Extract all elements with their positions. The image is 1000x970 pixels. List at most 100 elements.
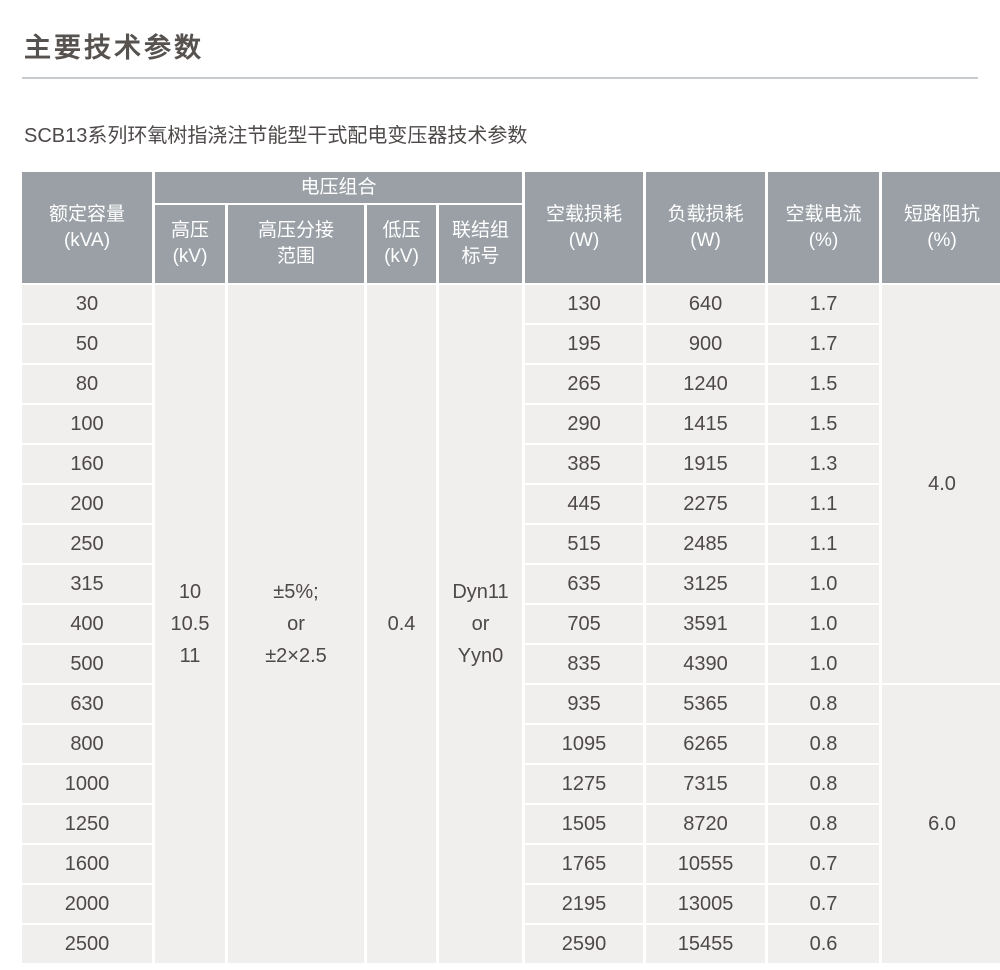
rated-capacity-cell: 315	[22, 565, 152, 603]
rated-capacity-cell: 630	[22, 685, 152, 723]
header-voltage-combination: 电压组合	[155, 172, 523, 203]
rated-capacity-cell: 100	[22, 405, 152, 443]
no-load-current-cell: 0.8	[768, 805, 880, 843]
load-loss-cell: 6265	[646, 725, 766, 763]
rated-capacity-cell: 1000	[22, 765, 152, 803]
load-loss-cell: 3591	[646, 605, 766, 643]
table-row: 30 10 10.5 11 ±5%; or ±2×2.5 0.4 Dyn11 or Yy…	[22, 285, 1000, 963]
load-loss-cell: 1240	[646, 365, 766, 403]
load-loss-cell: 2485	[646, 525, 766, 563]
title-divider	[22, 77, 978, 79]
header-row-group: 额定容量 (kVA) 电压组合 空载损耗 (W) 负载损耗 (W) 空载电流 (…	[22, 172, 1000, 283]
table-row: 1600 1765 10555 0.7	[22, 845, 1000, 883]
header-short-circuit-impedance: 短路阻抗 (%)	[882, 172, 1000, 283]
header-no-load-current: 空载电流 (%)	[768, 172, 880, 283]
header-row-sub: 高压 (kV) 高压分接 范围 低压 (kV) 联结组 标号	[22, 205, 1000, 283]
load-loss-cell: 1915	[646, 445, 766, 483]
load-loss-cell: 8720	[646, 805, 766, 843]
impedance-cell: 4.0	[882, 285, 1000, 683]
table-row: 50 195 900 1.7	[22, 325, 1000, 363]
table-row: 315 635 3125 1.0	[22, 565, 1000, 603]
header-low-voltage: 低压 (kV)	[367, 205, 436, 283]
no-load-loss-cell: 1275	[525, 765, 644, 803]
no-load-loss-cell: 515	[525, 525, 644, 563]
no-load-current-cell: 0.8	[768, 685, 880, 723]
no-load-current-cell: 1.1	[768, 485, 880, 523]
header-no-load-loss: 空载损耗 (W)	[525, 172, 644, 283]
no-load-current-cell: 0.8	[768, 725, 880, 763]
no-load-loss-cell: 290	[525, 405, 644, 443]
no-load-loss-cell: 935	[525, 685, 644, 723]
no-load-current-cell: 0.7	[768, 845, 880, 883]
load-loss-cell: 4390	[646, 645, 766, 683]
rated-capacity-cell: 160	[22, 445, 152, 483]
load-loss-cell: 13005	[646, 885, 766, 923]
table-row: 2000 2195 13005 0.7	[22, 885, 1000, 923]
header-hv-tap-range: 高压分接 范围	[228, 205, 364, 283]
table-row: 200 445 2275 1.1	[22, 485, 1000, 523]
table-body: 30 10 10.5 11 ±5%; or ±2×2.5 0.4 Dyn11 or Yy…	[22, 285, 1000, 963]
table-header: 额定容量 (kVA) 电压组合 空载损耗 (W) 负载损耗 (W) 空载电流 (…	[22, 172, 1000, 283]
no-load-loss-cell: 1505	[525, 805, 644, 843]
no-load-loss-cell: 1765	[525, 845, 644, 883]
table-caption: SCB13系列环氧树指浇注节能型干式配电变压器技术参数	[24, 125, 528, 147]
table-row: 100 290 1415 1.5	[22, 405, 1000, 443]
no-load-loss-cell: 265	[525, 365, 644, 403]
impedance-cell: 6.0	[882, 685, 1000, 963]
table-row: 800 1095 6265 0.8	[22, 725, 1000, 763]
rated-capacity-cell: 400	[22, 605, 152, 643]
no-load-current-cell: 1.5	[768, 365, 880, 403]
load-loss-cell: 640	[646, 285, 766, 323]
table-row: 80 265 1240 1.5	[22, 365, 1000, 403]
no-load-current-cell: 0.7	[768, 885, 880, 923]
load-loss-cell: 2275	[646, 485, 766, 523]
page-title: 主要技术参数	[24, 33, 204, 63]
load-loss-cell: 15455	[646, 925, 766, 963]
no-load-current-cell: 1.0	[768, 605, 880, 643]
rated-capacity-cell: 80	[22, 365, 152, 403]
no-load-current-cell: 1.0	[768, 645, 880, 683]
no-load-loss-cell: 445	[525, 485, 644, 523]
table-row: 250 515 2485 1.1	[22, 525, 1000, 563]
vector-group-cell: Dyn11 or Yyn0	[439, 285, 523, 963]
transformer-parameters-table: 额定容量 (kVA) 电压组合 空载损耗 (W) 负载损耗 (W) 空载电流 (…	[19, 170, 1000, 965]
rated-capacity-cell: 500	[22, 645, 152, 683]
rated-capacity-cell: 800	[22, 725, 152, 763]
rated-capacity-cell: 1600	[22, 845, 152, 883]
rated-capacity-cell: 50	[22, 325, 152, 363]
header-vector-group: 联结组 标号	[439, 205, 523, 283]
no-load-current-cell: 0.8	[768, 765, 880, 803]
no-load-current-cell: 0.6	[768, 925, 880, 963]
no-load-loss-cell: 2195	[525, 885, 644, 923]
no-load-current-cell: 1.3	[768, 445, 880, 483]
no-load-loss-cell: 1095	[525, 725, 644, 763]
table-row: 1250 1505 8720 0.8	[22, 805, 1000, 843]
load-loss-cell: 900	[646, 325, 766, 363]
table-row: 500 835 4390 1.0	[22, 645, 1000, 683]
no-load-loss-cell: 385	[525, 445, 644, 483]
load-loss-cell: 3125	[646, 565, 766, 603]
no-load-loss-cell: 2590	[525, 925, 644, 963]
table-row: 400 705 3591 1.0	[22, 605, 1000, 643]
load-loss-cell: 1415	[646, 405, 766, 443]
no-load-loss-cell: 635	[525, 565, 644, 603]
no-load-current-cell: 1.7	[768, 285, 880, 323]
rated-capacity-cell: 1250	[22, 805, 152, 843]
rated-capacity-cell: 250	[22, 525, 152, 563]
table-row: 1000 1275 7315 0.8	[22, 765, 1000, 803]
header-load-loss: 负载损耗 (W)	[646, 172, 766, 283]
low-voltage-cell: 0.4	[367, 285, 436, 963]
no-load-current-cell: 1.7	[768, 325, 880, 363]
table-row: 630 935 5365 0.8 6.0	[22, 685, 1000, 963]
high-voltage-cell: 10 10.5 11	[155, 285, 225, 963]
rated-capacity-cell: 200	[22, 485, 152, 523]
load-loss-cell: 5365	[646, 685, 766, 723]
table-row: 2500 2590 15455 0.6	[22, 925, 1000, 963]
no-load-current-cell: 1.5	[768, 405, 880, 443]
no-load-current-cell: 1.1	[768, 525, 880, 563]
no-load-loss-cell: 195	[525, 325, 644, 363]
header-rated-capacity: 额定容量 (kVA)	[22, 172, 152, 283]
no-load-current-cell: 1.0	[768, 565, 880, 603]
load-loss-cell: 10555	[646, 845, 766, 883]
